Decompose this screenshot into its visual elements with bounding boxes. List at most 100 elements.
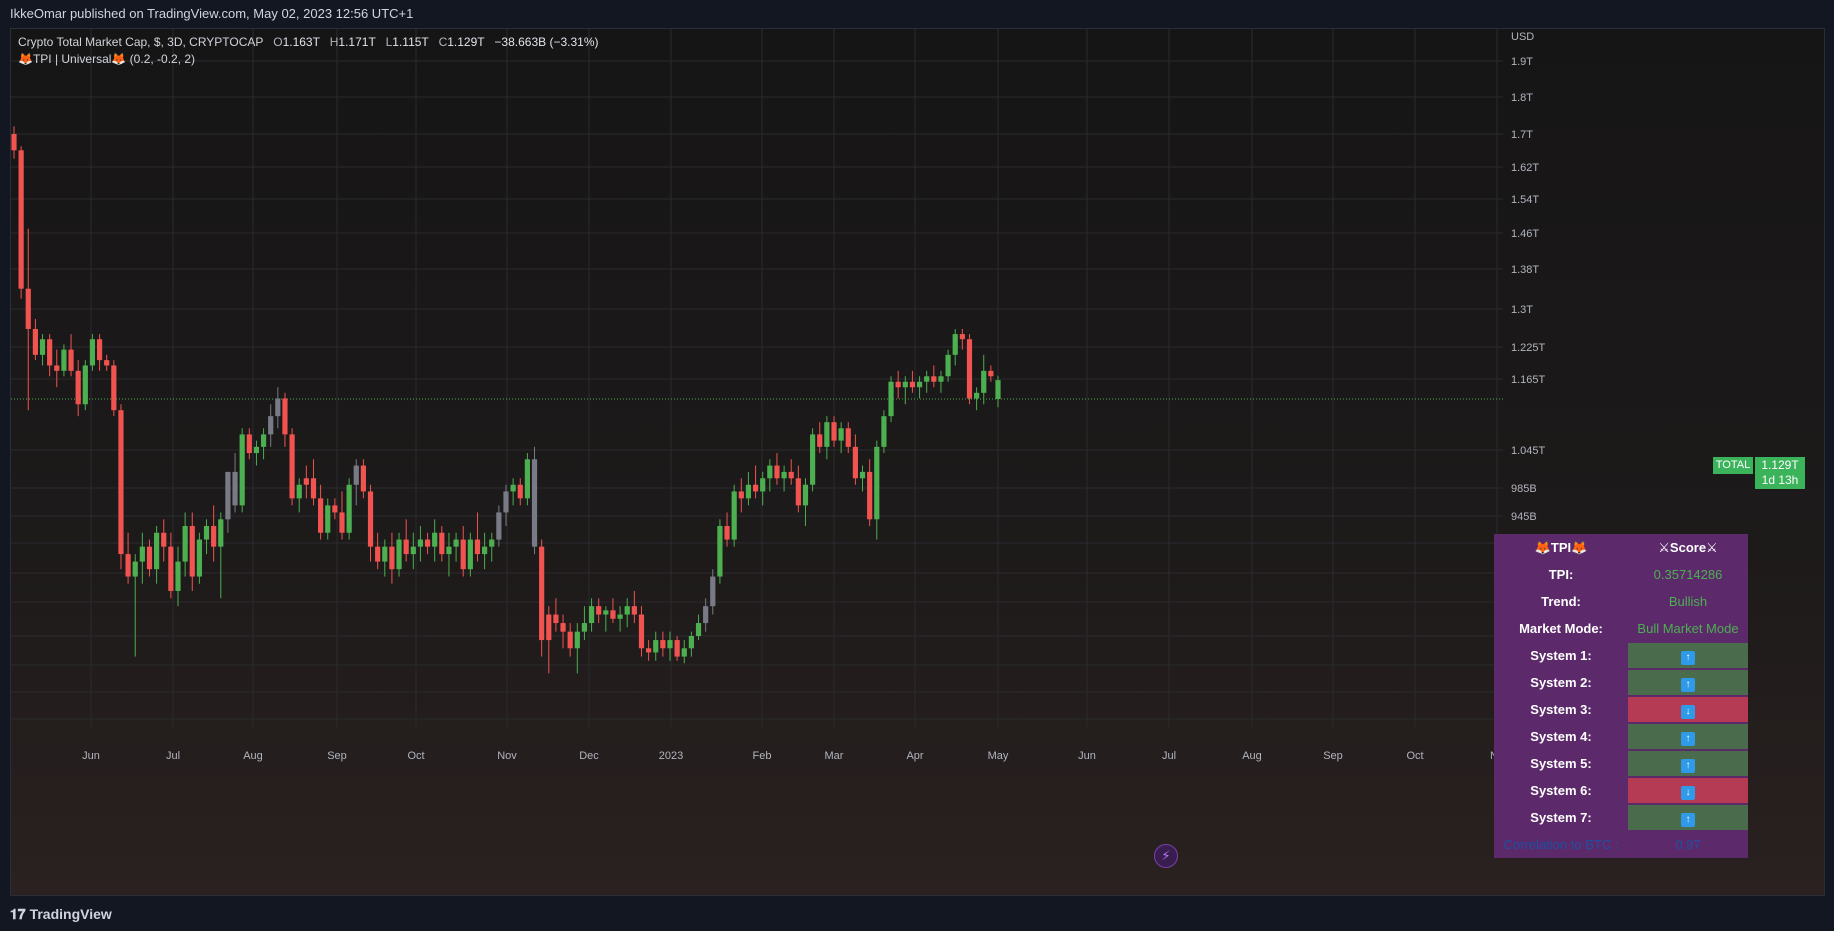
system-signal: ↑ [1628,805,1748,830]
candle-body [546,614,552,641]
candle-body [289,434,295,499]
candle-body [489,539,495,547]
legend-close-label: C [438,35,448,49]
x-tick-label: Oct [407,750,424,762]
arrow-down-icon: ↓ [1681,704,1695,719]
y-tick-label: 1.62T [1511,162,1539,174]
candle-body [745,484,752,499]
tpi-system-row: System 7: ↑ [1494,804,1748,831]
candle-body [439,532,445,555]
candle-body [218,519,224,547]
candle-body [396,539,402,570]
tpi-system-row: System 4: ↑ [1494,723,1748,750]
footer-brand[interactable]: TradingView [29,906,112,922]
candle-body [332,505,338,513]
candle-body [325,505,331,533]
arrow-up-icon: ↑ [1681,650,1695,665]
candle-body [310,478,317,499]
candle-body [232,471,238,506]
x-tick-label: Jun [82,750,100,762]
candle-body [752,484,759,492]
tradingview-logo-icon[interactable]: 𝟏𝟕 [10,906,26,922]
legend-ohlc-line: Crypto Total Market Cap, $, 3D, CRYPTOCA… [18,34,598,51]
tpi-system-row: System 3: ↓ [1494,696,1748,723]
tpi-row-trend: Trend: Bullish [1494,588,1748,615]
y-tick-label: 945B [1511,511,1537,523]
candle-body [353,465,359,485]
correlation-label: Correlation to BTC : [1503,837,1619,852]
candle-body [253,446,260,454]
candle-body [246,434,252,454]
candle-body [988,370,994,377]
tpi-row-value: Bullish [1668,594,1708,609]
candle-body [774,465,780,479]
legend-close: 1.129T [447,35,485,49]
legend-low-label: L [385,35,393,49]
y-tick-label: 1.54T [1511,194,1539,206]
x-tick-label: May [988,750,1009,762]
candle-body [268,416,274,435]
candle-body [282,398,288,435]
candle-body [189,525,195,577]
candle-body [981,370,987,393]
system-label: System 4: [1530,729,1592,744]
candle-body [367,491,374,547]
system-label: System 7: [1530,810,1592,825]
candle-body [375,546,381,562]
legend-change: −38.663B (−3.31%) [494,35,599,49]
candle-body [631,606,637,615]
candle-body [25,288,31,329]
y-tick-label: 1.46T [1511,228,1539,240]
candle-body [82,365,88,405]
candle-body [175,561,181,591]
candle-body [424,539,431,547]
candle-body [724,525,730,540]
candle-body [560,623,566,632]
candle-body [995,380,1001,399]
candle-body [838,428,844,441]
system-label: System 2: [1530,675,1592,690]
candle-body [239,434,245,506]
legend-symbol[interactable]: Crypto Total Market Cap, $, 3D, CRYPTOCA… [18,35,264,49]
y-tick-label: 1.9T [1511,56,1533,68]
y-tick-label: 1.045T [1511,445,1546,457]
publish-header: IkkeOmar published on TradingView.com, M… [0,0,1834,28]
candle-body [610,610,616,619]
candle-body [924,376,930,382]
candle-body [118,410,124,555]
candle-body [888,381,894,417]
candle-body [318,498,324,533]
candle-body [788,471,794,479]
tpi-row-market-mode: Market Mode: Bull Market Mode [1494,615,1748,642]
tpi-system-row: System 6: ↓ [1494,777,1748,804]
chart-frame[interactable]: 1.9T 1.8T 1.7T 1.62T 1.54T 1.46T 1.38T 1.3T 1.22… [10,28,1825,896]
candle-body [54,365,60,371]
candle-body [567,631,573,649]
candle-body [916,381,923,388]
candle-body [453,539,459,547]
legend-open: 1.163T [282,35,320,49]
candle-body [581,623,588,632]
candle-body [760,478,766,492]
legend-indicator[interactable]: 🦊TPI | Universal🦊 (0.2, -0.2, 2) [18,52,196,66]
candle-body [974,392,980,399]
candle-body [938,376,944,382]
candle-body [524,459,530,499]
arrow-down-icon: ↓ [1681,785,1695,800]
candle-body [931,376,937,382]
candle-body [89,339,96,366]
candle-body [417,539,424,547]
system-signal: ↑ [1628,751,1748,776]
chart-legend: Crypto Total Market Cap, $, 3D, CRYPTOCA… [18,34,598,68]
candle-body [275,398,281,417]
candle-body [111,365,117,411]
tpi-row-value: 0.35714286 [1653,567,1723,582]
tpi-system-row: System 1: ↑ [1494,642,1748,669]
candle-body [902,381,908,388]
candle-body [617,614,623,619]
candle-body [346,484,352,533]
symbol-badge: TOTAL [1713,457,1753,474]
lightning-icon[interactable]: ⚡ [1154,844,1178,868]
tpi-row-label: Trend: [1541,594,1581,609]
candlestick-chart[interactable]: 1.9T 1.8T 1.7T 1.62T 1.54T 1.46T 1.38T 1.3T 1.22… [11,29,1825,896]
